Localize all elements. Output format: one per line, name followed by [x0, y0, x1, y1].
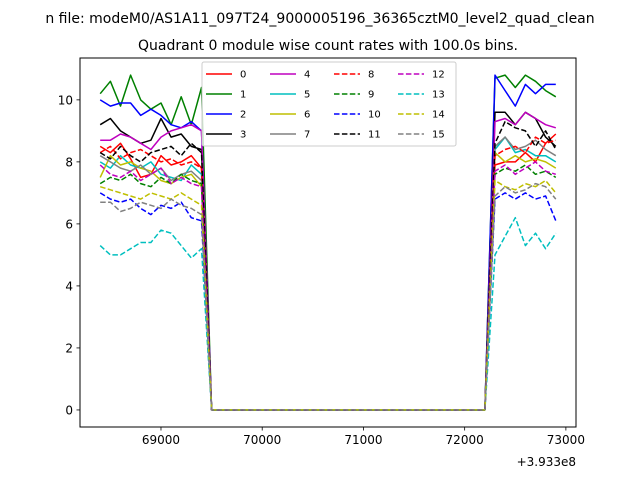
- x-tick-label: 69000: [142, 433, 180, 447]
- x-offset-label: +3.933e8: [517, 455, 576, 469]
- legend-label-7: 7: [304, 130, 310, 141]
- x-axis: 69000 70000 71000 72000 73000: [142, 427, 585, 447]
- legend-label-12: 12: [432, 70, 445, 81]
- legend-label-5: 5: [304, 90, 310, 101]
- legend-label-4: 4: [304, 70, 310, 81]
- legend-label-2: 2: [240, 110, 246, 121]
- legend-label-8: 8: [368, 70, 374, 81]
- y-tick-label: 6: [65, 217, 73, 231]
- legend-label-14: 14: [432, 110, 445, 121]
- chart-title: Quadrant 0 module wise count rates with …: [138, 38, 518, 54]
- figure-suptitle: n file: modeM0/AS1A11_097T24_9000005196_…: [45, 11, 594, 27]
- y-tick-label: 4: [65, 279, 73, 293]
- legend-label-13: 13: [432, 90, 445, 101]
- plot-lines: [99, 74, 557, 411]
- legend-label-0: 0: [240, 70, 246, 81]
- x-tick-label: 70000: [243, 433, 281, 447]
- axes-frame: [79, 57, 577, 428]
- y-tick-label: 10: [58, 93, 73, 107]
- legend-frame: [201, 61, 457, 147]
- legend-label-1: 1: [240, 90, 246, 101]
- series-line-14: [99, 179, 557, 411]
- y-tick-label: 8: [65, 155, 73, 169]
- legend-label-15: 15: [432, 130, 445, 141]
- y-tick-label: 2: [65, 341, 73, 355]
- series-line-15: [100, 182, 557, 411]
- y-tick-label: 0: [65, 403, 73, 417]
- x-tick-label: 71000: [344, 433, 382, 447]
- x-tick-label: 72000: [446, 433, 484, 447]
- legend-label-6: 6: [304, 110, 310, 121]
- legend-label-9: 9: [368, 90, 374, 101]
- legend-label-11: 11: [368, 130, 381, 141]
- legend-label-3: 3: [240, 130, 246, 141]
- x-tick-label: 73000: [547, 433, 585, 447]
- legend-label-10: 10: [368, 110, 381, 121]
- y-axis: 0 2 4 6 8 10: [58, 93, 80, 417]
